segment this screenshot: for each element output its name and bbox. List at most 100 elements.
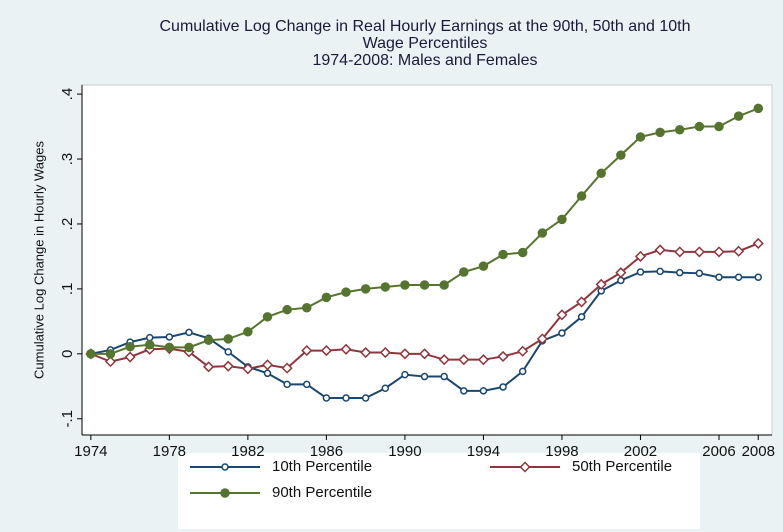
data-point [576,296,588,308]
data-point [636,268,645,276]
data-point [517,247,528,258]
data-point [281,362,293,374]
data-point [361,394,370,402]
data-point [734,273,743,281]
data-point [86,349,96,359]
chart-subtitle: 1974-2008: Males and Females [312,52,537,69]
data-point [577,313,586,321]
data-point [478,261,489,271]
data-point [222,360,234,372]
x-tick-label: 1998 [545,443,578,460]
data-point [360,284,371,294]
data-point [713,246,725,258]
data-point [282,304,292,315]
data-point [675,268,684,277]
data-point [203,335,214,345]
legend [178,453,700,529]
data-point [399,348,411,360]
data-point [303,380,311,389]
data-point [302,302,312,313]
data-point [479,387,488,395]
data-point [262,312,273,322]
data-point [754,273,763,281]
chart-title: Cumulative Log Change in Real Hourly Ear… [159,18,690,35]
x-tick-label: 1994 [467,443,500,460]
data-point [401,370,409,379]
x-tick-label: 1974 [74,443,107,460]
data-point [439,280,449,290]
data-point [243,327,253,337]
data-point [223,334,233,344]
data-point [145,333,154,342]
legend-label: 50th Percentile [572,458,672,475]
data-point [616,150,626,160]
x-tick-label: 2006 [702,443,735,460]
x-tick-label: 1978 [153,443,186,460]
data-point [694,121,705,132]
data-point [715,273,723,281]
data-point [477,354,489,366]
data-point [125,341,135,352]
data-point [693,246,705,258]
data-point [517,345,529,357]
data-point [224,348,232,356]
data-point [656,267,664,276]
data-point [261,359,274,371]
y-tick-label: .2 [59,218,76,231]
data-point [635,132,646,142]
data-point [595,278,607,290]
data-point [674,246,686,258]
data-point [340,343,352,355]
data-point [714,121,724,132]
data-point [184,342,194,353]
data-point [518,367,527,376]
data-point [695,269,704,278]
y-tick-label: -.1 [59,410,76,428]
data-point [144,339,155,350]
data-point [342,394,350,402]
y-tick-label: .1 [59,283,76,296]
legend-marker [519,461,531,473]
data-point [341,287,351,297]
x-tick-label: 2008 [742,443,775,460]
data-point [596,168,606,179]
data-point [499,383,507,391]
data-point [380,282,391,292]
data-point [420,372,429,381]
x-tick-label: 1986 [310,443,343,460]
data-point [164,342,175,353]
legend-label: 90th Percentile [272,484,372,501]
y-tick-label: .3 [59,153,76,166]
x-tick-label: 2002 [624,443,657,460]
data-point [752,237,764,250]
data-point [556,309,568,321]
data-point [460,387,468,395]
data-point [379,346,391,359]
data-point [418,348,431,360]
data-point [654,244,666,256]
data-point [733,111,744,121]
data-point [283,380,291,389]
data-point [753,103,764,114]
data-point [360,346,372,359]
data-point [419,280,430,290]
x-tick-label: 1990 [388,443,421,460]
data-point [576,191,587,201]
chart-title: Wage Percentiles [363,35,488,52]
data-point [674,125,685,135]
legend-marker [221,463,229,471]
y-tick-label: .4 [59,88,76,101]
data-point [124,351,136,363]
data-point [104,356,117,368]
data-point [617,276,625,285]
data-point [497,350,509,362]
data-point [322,394,331,402]
data-point [185,328,193,337]
data-point [733,245,745,257]
data-point [558,329,566,337]
data-point [301,345,313,357]
data-point [440,372,448,381]
legend-marker [220,488,230,498]
plot-area [81,84,773,436]
